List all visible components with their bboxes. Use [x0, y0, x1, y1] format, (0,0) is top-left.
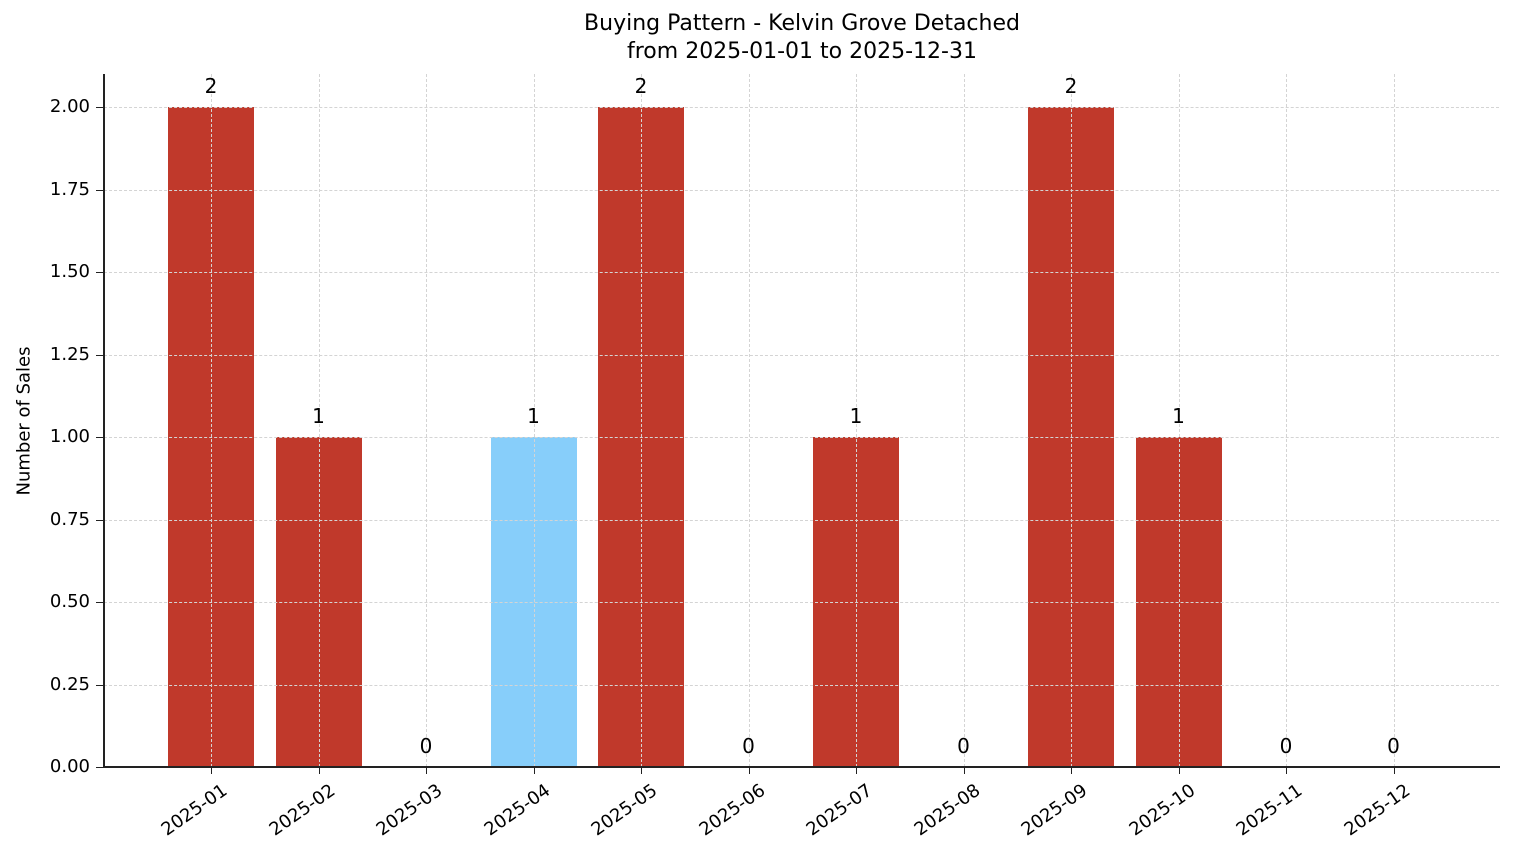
- gridline-horizontal: [104, 189, 1499, 191]
- y-tick-label: 0.00: [49, 756, 90, 777]
- x-tick-mark: [1071, 767, 1072, 774]
- bar-value-label: 1: [312, 404, 325, 428]
- y-tick-mark: [96, 684, 103, 686]
- y-tick-label: 1.50: [49, 261, 90, 282]
- gridline-vertical: [1178, 74, 1180, 767]
- y-tick-mark: [96, 107, 103, 108]
- bar-value-label: 0: [957, 734, 970, 758]
- x-tick-label: 2025-05: [587, 780, 662, 841]
- x-tick-label: 2025-07: [802, 780, 877, 841]
- x-tick-label: 2025-12: [1340, 780, 1414, 841]
- plot-area: [104, 74, 1499, 767]
- x-tick-mark: [211, 767, 212, 774]
- gridline-vertical: [856, 74, 857, 767]
- x-tick-label: 2025-08: [910, 780, 984, 841]
- x-tick-label: 2025-06: [695, 780, 769, 841]
- gridline-horizontal: [104, 272, 1499, 273]
- x-tick-label: 2025-02: [265, 780, 339, 841]
- y-axis-line: [103, 74, 105, 768]
- y-tick-mark: [96, 189, 103, 191]
- x-tick-mark: [641, 767, 642, 774]
- chart-title-main: Buying Pattern - Kelvin Grove Detached: [584, 11, 1020, 36]
- x-tick-mark: [856, 767, 857, 774]
- x-tick-mark: [1393, 767, 1395, 774]
- gridline-horizontal: [104, 107, 1499, 108]
- gridline-horizontal: [104, 437, 1499, 438]
- y-tick-mark: [96, 272, 103, 273]
- bar-value-label: 0: [1279, 734, 1293, 758]
- gridline-vertical: [748, 74, 750, 767]
- gridline-vertical: [1286, 74, 1287, 767]
- bar-value-label: 1: [849, 404, 863, 428]
- y-tick-label: 0.75: [49, 508, 90, 530]
- x-tick-mark: [1178, 767, 1180, 774]
- x-tick-label: 2025-04: [480, 780, 554, 841]
- bar-value-label: 1: [1172, 404, 1185, 428]
- gridline-vertical: [426, 74, 427, 767]
- y-tick-label: 1.25: [49, 343, 90, 365]
- gridline-vertical: [1071, 74, 1072, 767]
- x-tick-label: 2025-10: [1125, 780, 1199, 841]
- bar-value-label: 0: [742, 734, 755, 758]
- y-tick-label: 0.25: [49, 673, 90, 695]
- y-tick-label: 1.75: [49, 178, 90, 200]
- bar-value-label: 0: [419, 734, 433, 758]
- bar-value-label: 2: [1064, 74, 1078, 98]
- y-tick-mark: [96, 437, 103, 438]
- x-tick-mark: [426, 767, 427, 774]
- x-tick-mark: [748, 767, 750, 774]
- chart-subtitle: from 2025-01-01 to 2025-12-31: [627, 39, 977, 64]
- bar-value-label: 2: [634, 74, 648, 98]
- y-tick-mark: [96, 602, 103, 603]
- x-axis-line: [103, 766, 1500, 768]
- y-axis-label: Number of Sales: [13, 346, 35, 496]
- gridline-vertical: [318, 74, 320, 767]
- x-tick-mark: [318, 767, 320, 774]
- gridline-horizontal: [104, 519, 1499, 521]
- y-tick-mark: [96, 519, 103, 521]
- x-tick-label: 2025-11: [1232, 780, 1307, 841]
- gridline-vertical: [1393, 74, 1395, 767]
- gridline-vertical: [641, 74, 642, 767]
- gridline-horizontal: [104, 602, 1499, 603]
- gridline-horizontal: [104, 354, 1499, 356]
- bar-value-label: 2: [204, 74, 218, 98]
- bar-value-label: 1: [527, 404, 540, 428]
- y-tick-mark: [96, 767, 103, 768]
- bar-value-label: 0: [1387, 734, 1400, 758]
- gridline-vertical: [533, 74, 535, 767]
- chart-title: Buying Pattern - Kelvin Grove Detached f…: [104, 10, 1500, 66]
- x-tick-mark: [963, 767, 965, 774]
- y-tick-label: 0.50: [49, 591, 90, 612]
- x-tick-mark: [1286, 767, 1287, 774]
- x-tick-label: 2025-03: [372, 780, 447, 841]
- x-tick-mark: [533, 767, 535, 774]
- gridline-horizontal: [104, 684, 1499, 686]
- x-tick-label: 2025-01: [157, 780, 232, 841]
- gridline-vertical: [211, 74, 212, 767]
- y-tick-label: 2.00: [49, 96, 90, 117]
- gridline-vertical: [963, 74, 965, 767]
- x-tick-label: 2025-09: [1017, 780, 1092, 841]
- y-tick-label: 1.00: [49, 426, 90, 447]
- y-tick-mark: [96, 354, 103, 356]
